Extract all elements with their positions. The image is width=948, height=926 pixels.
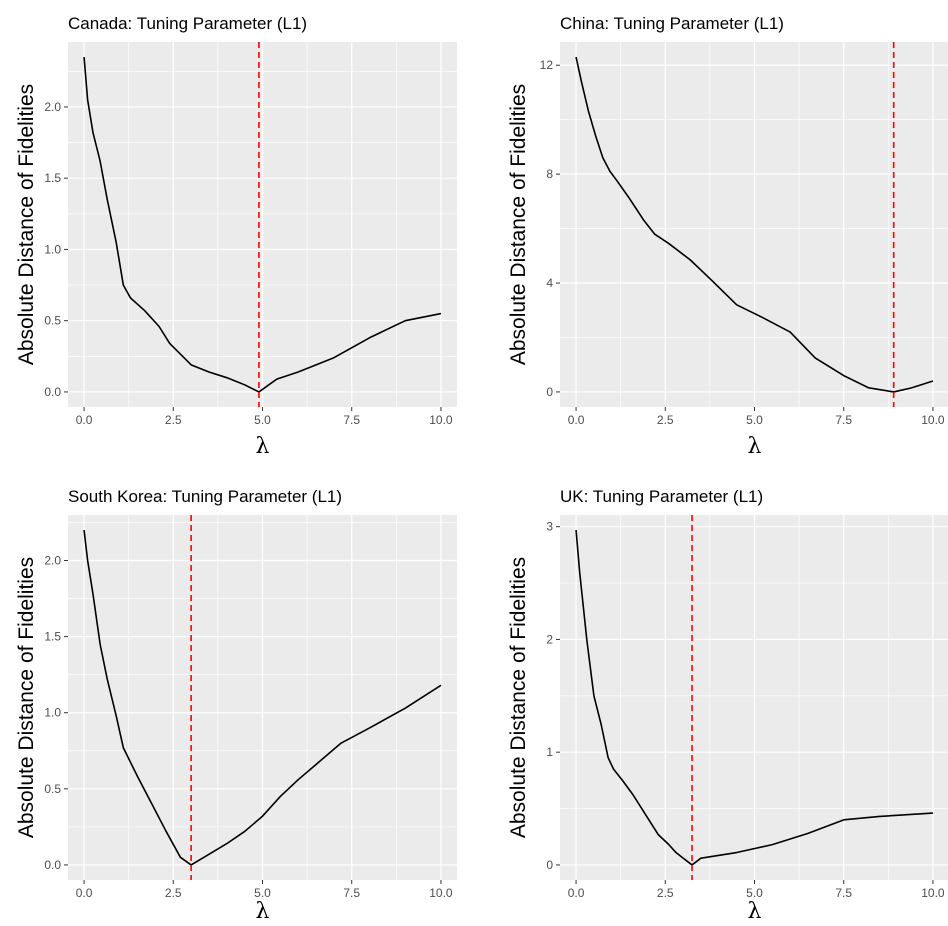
y-axis-label: Absolute Distance of Fidelities — [15, 84, 38, 365]
y-tick-label: 1.0 — [44, 706, 61, 720]
x-tick-label: 0.0 — [568, 413, 585, 427]
series-line — [83, 57, 442, 393]
x-tick-label: 0.0 — [568, 886, 585, 900]
y-axis-label: Absolute Distance of Fidelities — [507, 557, 530, 838]
y-tick-label: 2 — [546, 632, 553, 646]
x-axis-label: λ — [256, 899, 270, 924]
x-tick-label: 5.0 — [746, 886, 763, 900]
y-tick-label: 0 — [546, 385, 553, 399]
x-tick-label: 0.0 — [76, 413, 93, 427]
x-tick-label: 5.0 — [254, 413, 271, 427]
x-axis-label: λ — [256, 434, 270, 459]
x-tick-label: 10.0 — [921, 413, 945, 427]
chart-panel-0: 0.0 2.5 5.0 7.5 10.0 0.0 0.5 1.0 1.5 2.0 Canada: T… — [15, 14, 457, 459]
x-tick-label: 0.0 — [76, 886, 93, 900]
y-tick-label: 1.0 — [44, 242, 61, 256]
chart-panel-1: 0.0 2.5 5.0 7.5 10.0 0 4 8 12 China: Tuning Param… — [507, 14, 948, 459]
x-tick-label: 5.0 — [254, 886, 271, 900]
x-tick-label: 7.5 — [343, 886, 360, 900]
y-tick-label: 0.0 — [44, 858, 61, 872]
x-tick-label: 2.5 — [657, 413, 674, 427]
y-tick-label: 1.5 — [44, 171, 61, 185]
y-tick-label: 0.0 — [44, 385, 61, 399]
y-tick-label: 0.5 — [44, 782, 61, 796]
chart-panel-3: 0.0 2.5 5.0 7.5 10.0 0 1 2 3 UK: Tuning Parameter… — [507, 487, 948, 924]
y-axis-label: Absolute Distance of Fidelities — [507, 84, 530, 365]
x-tick-label: 10.0 — [429, 886, 453, 900]
chart-panel-2: 0.0 2.5 5.0 7.5 10.0 0.0 0.5 1.0 1.5 2.0 South Kor… — [15, 487, 457, 924]
x-tick-label: 7.5 — [835, 886, 852, 900]
x-tick-label: 10.0 — [429, 413, 453, 427]
panel-title: China: Tuning Parameter (L1) — [560, 14, 784, 33]
y-tick-label: 1 — [546, 745, 553, 759]
x-axis-label: λ — [748, 899, 762, 924]
y-tick-label: 1.5 — [44, 630, 61, 644]
x-tick-label: 7.5 — [343, 413, 360, 427]
x-tick-label: 2.5 — [165, 886, 182, 900]
y-tick-label: 0.5 — [44, 314, 61, 328]
x-tick-label: 5.0 — [746, 413, 763, 427]
y-tick-label: 3 — [546, 520, 553, 534]
panel-title: Canada: Tuning Parameter (L1) — [68, 14, 307, 33]
x-tick-label: 2.5 — [165, 413, 182, 427]
y-tick-label: 12 — [540, 58, 554, 72]
y-tick-label: 2.0 — [44, 100, 61, 114]
y-axis-label: Absolute Distance of Fidelities — [15, 557, 38, 838]
y-tick-label: 8 — [546, 167, 553, 181]
x-axis-label: λ — [748, 434, 762, 459]
y-tick-label: 0 — [546, 858, 553, 872]
y-tick-label: 4 — [546, 276, 553, 290]
x-tick-label: 10.0 — [921, 886, 945, 900]
x-tick-label: 2.5 — [657, 886, 674, 900]
series-line — [83, 529, 442, 866]
x-tick-label: 7.5 — [835, 413, 852, 427]
series-line — [575, 530, 933, 866]
panel-title: UK: Tuning Parameter (L1) — [560, 487, 763, 506]
y-tick-label: 2.0 — [44, 554, 61, 568]
panel-title: South Korea: Tuning Parameter (L1) — [68, 487, 342, 506]
series-line — [575, 56, 934, 393]
